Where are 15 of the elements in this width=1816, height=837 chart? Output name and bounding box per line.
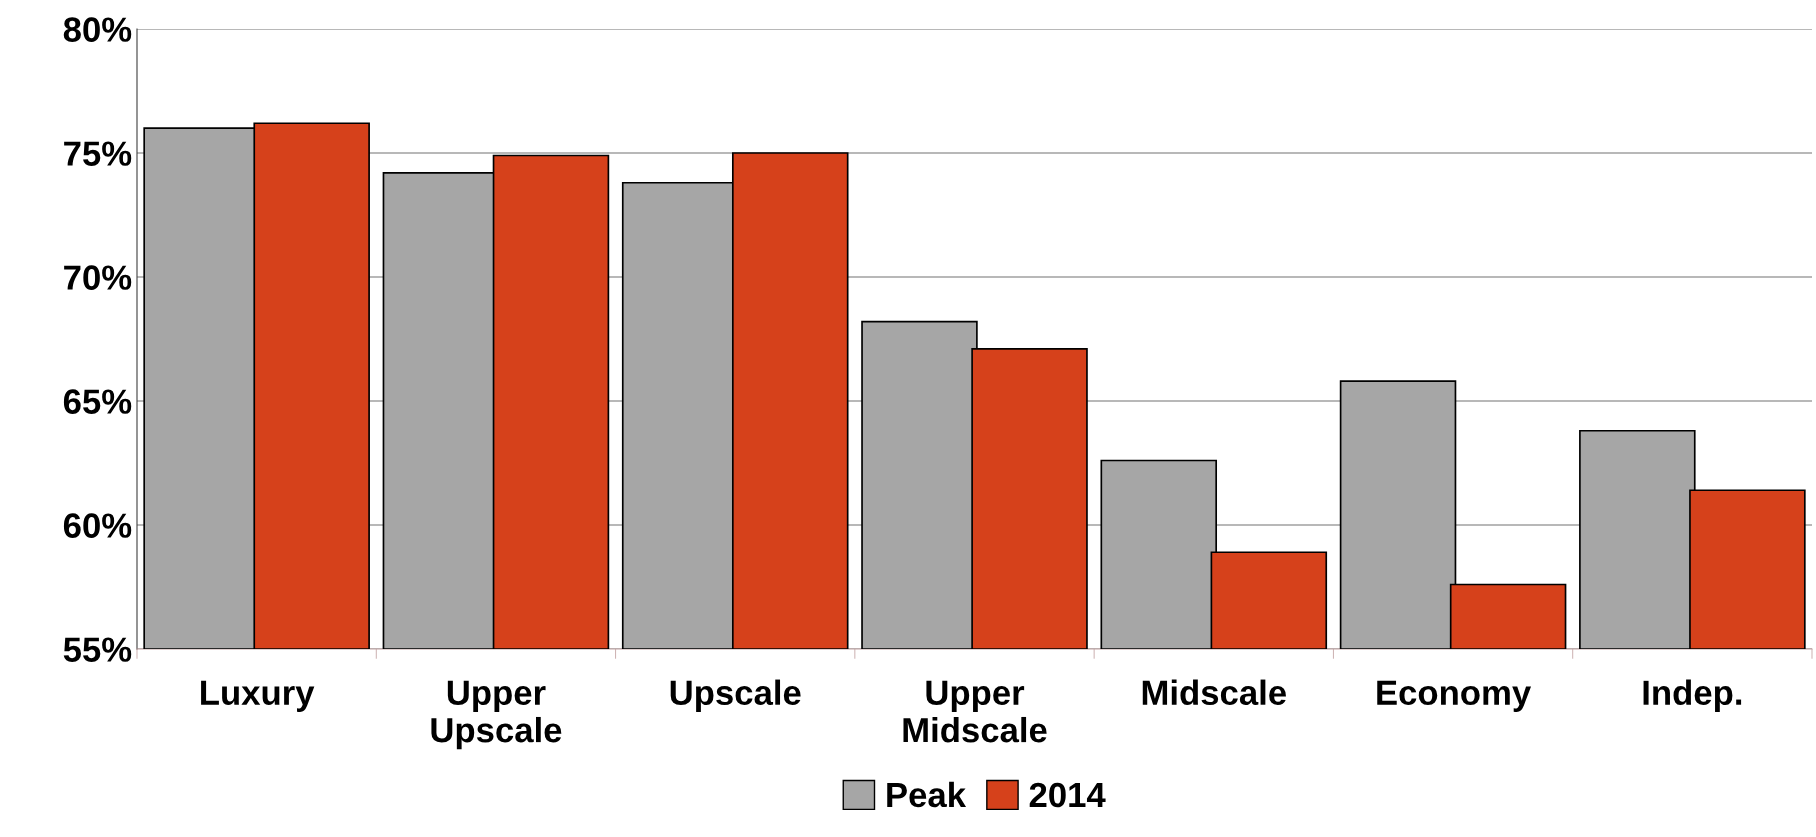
x-tick-label: Upper Midscale (903, 680, 1047, 743)
y-tick-label: 60% (63, 513, 132, 538)
y-tick-label: 75% (64, 141, 132, 166)
x-tick-label: Upscale (670, 679, 801, 712)
y-tick-label: 55% (63, 637, 132, 662)
x-tick-label: Upper Upscale (431, 680, 562, 750)
x-tick-label: Luxury (201, 680, 315, 712)
legend-label: Peak (887, 781, 967, 808)
legend-label: 2014 (1029, 782, 1106, 808)
y-tick-label: 70% (64, 265, 132, 290)
x-tick-label: Midscale (1142, 679, 1286, 706)
x-tick-label: Indep. (1643, 679, 1742, 712)
y-tick-label: 80% (63, 17, 132, 42)
x-tick-label: Economy (1377, 680, 1532, 712)
y-tick-label: 65% (63, 389, 132, 414)
